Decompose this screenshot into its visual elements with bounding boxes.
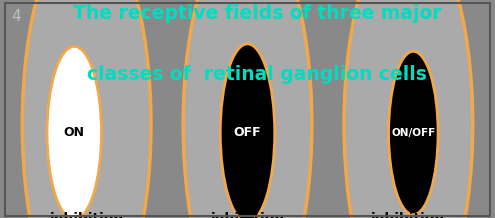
Ellipse shape	[344, 0, 473, 218]
Text: inhibition: inhibition	[210, 211, 285, 218]
Ellipse shape	[183, 0, 312, 218]
Text: OFF: OFF	[234, 126, 261, 140]
Text: The receptive fields of three major: The receptive fields of three major	[73, 4, 442, 23]
Ellipse shape	[389, 51, 438, 215]
Ellipse shape	[22, 0, 151, 218]
Text: classes of  retinal ganglion cells: classes of retinal ganglion cells	[88, 65, 427, 84]
Ellipse shape	[220, 44, 275, 218]
Text: inhibition: inhibition	[371, 211, 446, 218]
Text: inhibition: inhibition	[50, 211, 124, 218]
Text: 4: 4	[11, 9, 20, 24]
Text: ON/OFF: ON/OFF	[391, 128, 436, 138]
Ellipse shape	[47, 46, 101, 218]
Text: ON: ON	[64, 126, 85, 140]
